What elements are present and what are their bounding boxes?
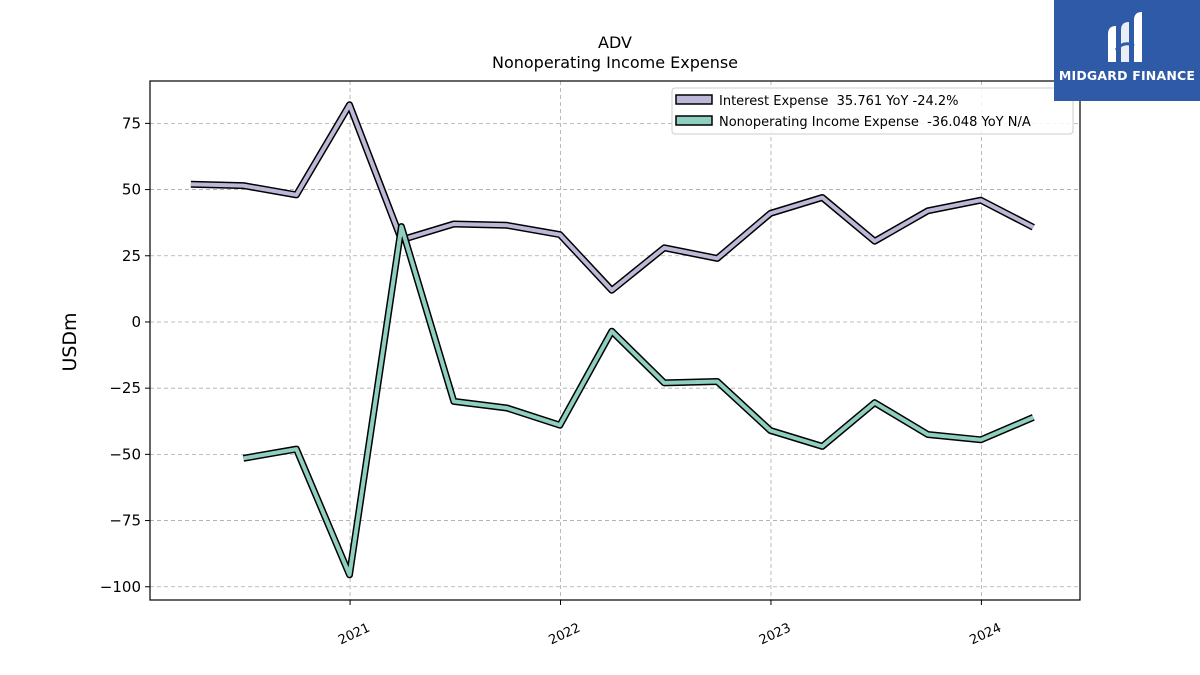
y-tick-label: 0 xyxy=(131,313,141,331)
y-tick-label: 75 xyxy=(122,114,141,132)
legend-label-interest-expense: Interest Expense 35.761 YoY -24.2% xyxy=(719,94,959,109)
series-line-interest-expense xyxy=(190,102,1035,293)
x-tick-label: 2024 xyxy=(967,621,1003,649)
chart-title: ADV xyxy=(598,33,632,52)
brand-logo: MIDGARD FINANCE xyxy=(1054,0,1200,101)
series-line-nonoperating-income-expense xyxy=(243,224,1035,577)
y-tick-label: 50 xyxy=(122,181,141,199)
legend-label-nonoperating-income-expense: Nonoperating Income Expense -36.048 YoY … xyxy=(719,115,1031,130)
y-tick-label: −25 xyxy=(109,379,141,397)
midgard-logo-icon xyxy=(1108,12,1142,62)
plot-frame xyxy=(149,80,1081,601)
x-tick-label: 2021 xyxy=(336,621,372,649)
legend-box xyxy=(671,87,1074,135)
series-outline-nonoperating-income-expense xyxy=(242,223,1035,579)
grid-lines xyxy=(150,81,1080,600)
series-layer xyxy=(190,101,1035,579)
y-axis: 75 50 25 0 −25 −50 −75 −100 xyxy=(100,114,150,596)
legend: Interest Expense 35.761 YoY -24.2% Nonop… xyxy=(671,87,1074,135)
y-axis-label: USDm xyxy=(59,312,81,371)
legend-swatch-interest-expense xyxy=(675,94,713,105)
y-tick-label: −75 xyxy=(109,512,141,530)
y-tick-label: −50 xyxy=(109,445,141,463)
y-tick-label: −100 xyxy=(100,578,141,596)
x-tick-label: 2022 xyxy=(547,621,583,649)
brand-name: MIDGARD FINANCE xyxy=(1058,68,1196,83)
x-tick-label: 2023 xyxy=(757,621,793,649)
y-tick-label: 25 xyxy=(122,247,141,265)
x-axis: 2021 2022 2023 2024 xyxy=(336,600,1004,648)
legend-swatch-nonoperating-income-expense xyxy=(675,115,713,126)
chart-subtitle: Nonoperating Income Expense xyxy=(492,53,738,72)
